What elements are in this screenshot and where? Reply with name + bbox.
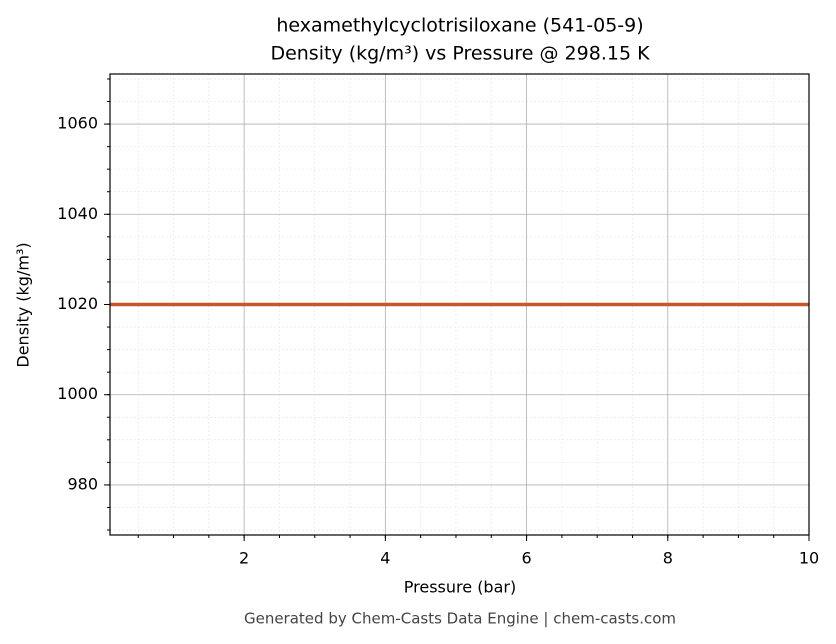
plot-frame bbox=[109, 73, 810, 536]
footer: Generated by Chem-Casts Data Engine | ch… bbox=[244, 610, 676, 628]
y-tick-label: 1000 bbox=[57, 384, 98, 403]
x-tick-label: 6 bbox=[521, 549, 531, 568]
x-axis-label: Pressure (bar) bbox=[404, 578, 516, 597]
y-tick-label: 1020 bbox=[57, 294, 98, 313]
y-tick-label: 980 bbox=[67, 474, 98, 493]
x-tick-label: 4 bbox=[380, 549, 390, 568]
x-tick-label: 8 bbox=[663, 549, 673, 568]
x-tick-label: 10 bbox=[799, 549, 819, 568]
chart-subtitle: Density (kg/m³) vs Pressure @ 298.15 K bbox=[270, 43, 650, 65]
chart-title: hexamethylcyclotrisiloxane (541-05-9) bbox=[276, 15, 643, 37]
x-tick-label: 2 bbox=[239, 549, 249, 568]
y-axis-label: Density (kg/m³) bbox=[14, 242, 33, 367]
y-tick-label: 1040 bbox=[57, 204, 98, 223]
y-tick-label: 1060 bbox=[57, 114, 98, 133]
